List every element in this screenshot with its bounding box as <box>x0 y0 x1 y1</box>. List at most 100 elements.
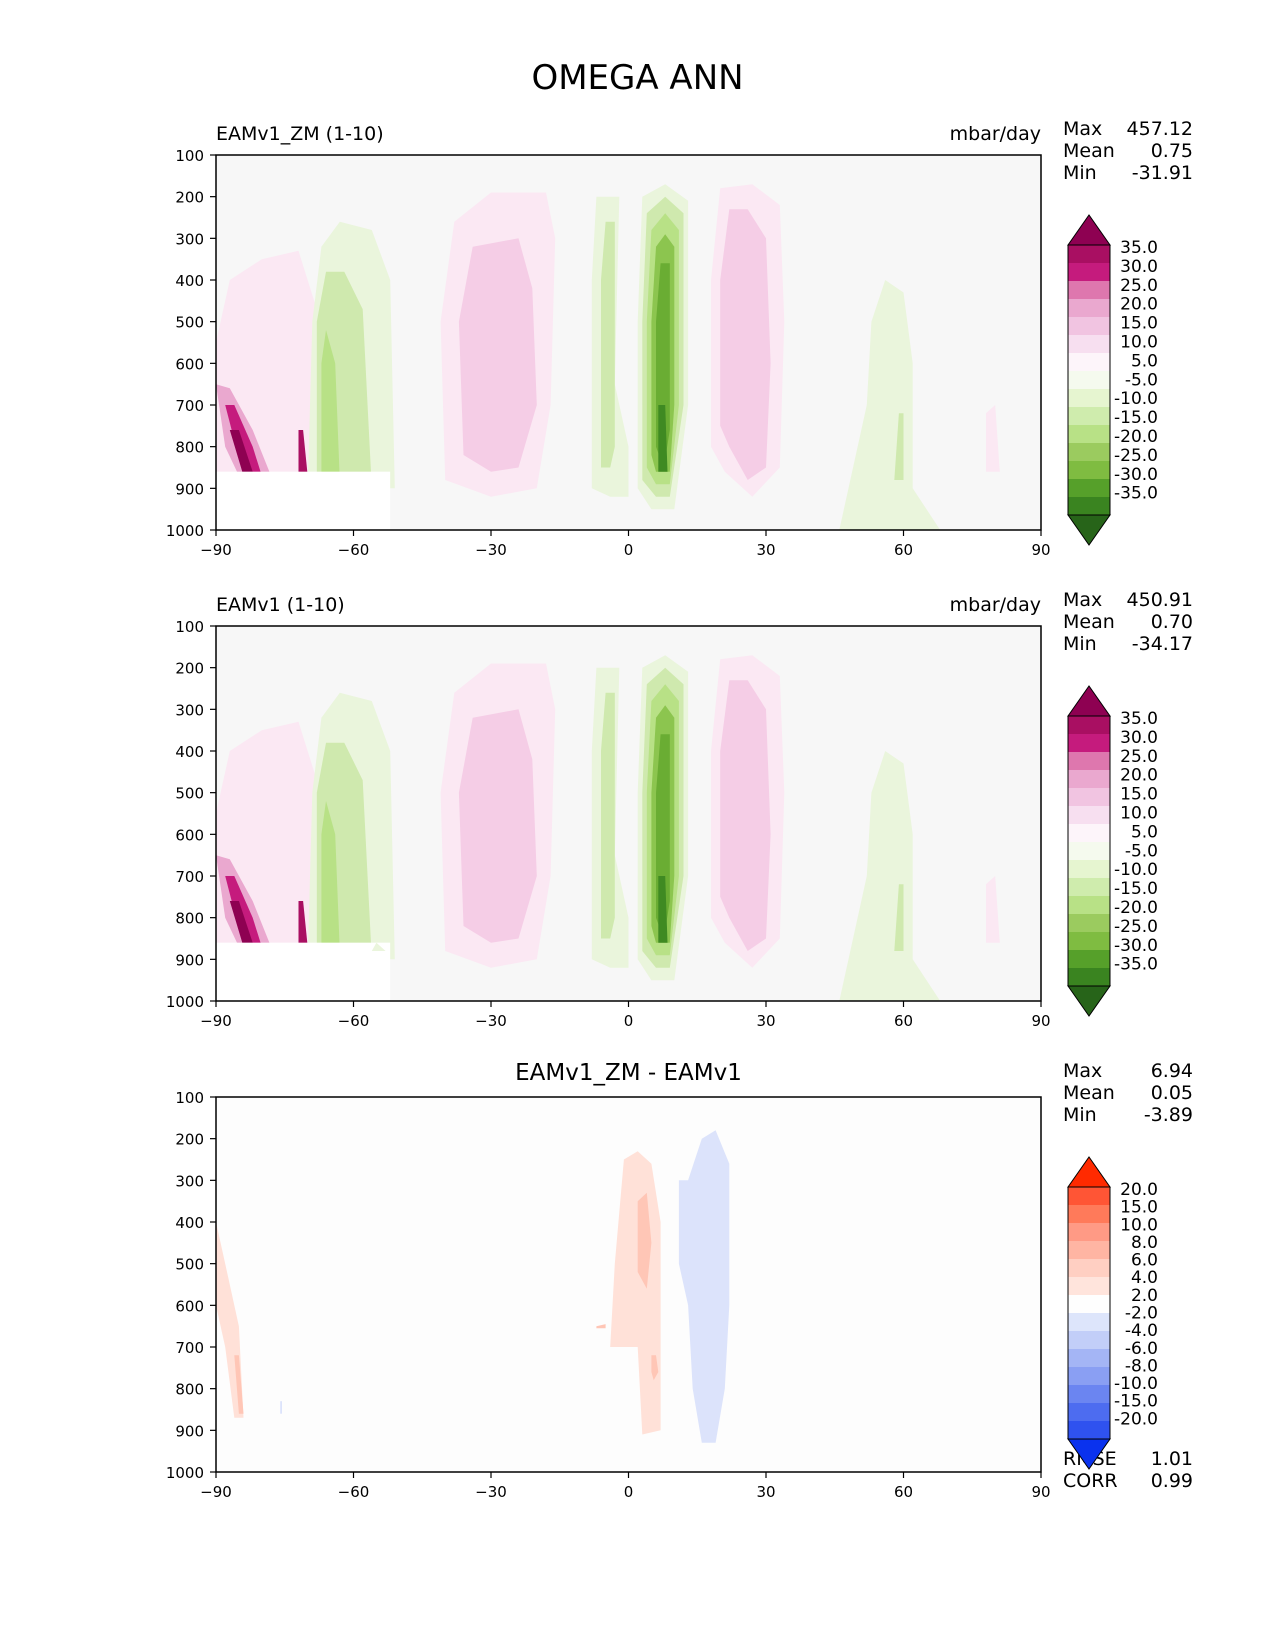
contour-region <box>234 1355 244 1414</box>
contour-region <box>229 430 253 476</box>
colorbar-segment <box>1068 353 1110 371</box>
y-tick-label: 500 <box>175 1256 204 1274</box>
mean-value: 0.70 <box>1150 611 1193 633</box>
colorbar-frame <box>1067 715 1111 987</box>
x-tick-label: 60 <box>894 1012 913 1030</box>
contour-region <box>458 709 537 943</box>
contour-region <box>596 1324 606 1329</box>
x-tick-label: 90 <box>1031 1483 1050 1501</box>
colorbar-segment <box>1068 1241 1110 1259</box>
contour-region <box>280 1401 282 1414</box>
colorbar-label: -10.0 <box>1114 860 1158 880</box>
colorbar-label: 6.0 <box>1131 1251 1158 1271</box>
colorbar-segment <box>1068 1187 1110 1205</box>
colorbar-segment <box>1068 770 1110 788</box>
colorbar-label: -5.0 <box>1125 841 1158 861</box>
contour-region <box>720 680 771 951</box>
colorbar-extend-bottom <box>1067 1438 1111 1470</box>
colorbar-label: -10.0 <box>1114 1374 1158 1394</box>
colorbar-segment <box>1068 263 1110 281</box>
contour-region <box>678 1130 730 1443</box>
y-tick-label: 300 <box>175 1172 204 1190</box>
colorbar-label: 20.0 <box>1120 1180 1158 1200</box>
stats-box: Max 457.12 Mean 0.75 Min -31.91 <box>1063 118 1193 184</box>
y-tick-label: 100 <box>175 147 204 165</box>
colorbar-label: -20.0 <box>1114 1409 1158 1429</box>
colorbar-label: 25.0 <box>1120 747 1158 767</box>
colorbar-segment <box>1068 1277 1110 1295</box>
y-tick-label: 800 <box>175 910 204 928</box>
panel-model: EAMv1 (1-10) mbar/day Max 450.91 Mean 0.70… <box>0 0 1275 1030</box>
colorbar-segment <box>1068 752 1110 770</box>
max-label: Max <box>1063 1060 1103 1082</box>
contour-region <box>986 876 1000 943</box>
colorbar-label: 35.0 <box>1120 709 1158 729</box>
y-tick-label: 800 <box>175 1381 204 1399</box>
contour-region <box>458 238 537 472</box>
colorbar-label: -5.0 <box>1125 370 1158 390</box>
colorbar-label: -10.0 <box>1114 389 1158 409</box>
x-tick-label: 0 <box>624 1483 634 1501</box>
x-tick-label: −30 <box>475 541 507 559</box>
contour-region <box>601 692 615 939</box>
y-tick-label: 400 <box>175 272 204 290</box>
x-tick-label: −30 <box>475 1483 507 1501</box>
y-tick-label: 1000 <box>166 993 204 1011</box>
mean-label: Mean <box>1063 611 1115 633</box>
colorbar-segment <box>1068 281 1110 299</box>
y-tick-label: 300 <box>175 701 204 719</box>
colorbar-segment <box>1068 788 1110 806</box>
panel-model-zm: EAMv1_ZM (1-10) mbar/day Max 457.12 Mean 0… <box>0 0 1275 559</box>
colorbar-segment <box>1068 1403 1110 1421</box>
colorbar-segment <box>1068 1385 1110 1403</box>
colorbar-segment <box>1068 806 1110 824</box>
topography-mask <box>216 471 391 530</box>
contour-region <box>839 280 941 530</box>
colorbar-label: 15.0 <box>1120 785 1158 805</box>
colorbar-frame <box>1067 244 1111 516</box>
x-tick-label: 90 <box>1031 541 1050 559</box>
colorbar-label: 20.0 <box>1120 766 1158 786</box>
x-tick-label: 60 <box>894 1483 913 1501</box>
colorbar-label: 2.0 <box>1131 1286 1158 1306</box>
colorbar-segment <box>1068 878 1110 896</box>
contour-region <box>720 209 771 480</box>
contour-region <box>601 221 615 468</box>
contour-region <box>298 430 308 476</box>
y-tick-label: 600 <box>175 355 204 373</box>
min-label: Min <box>1063 1104 1097 1126</box>
colorbar-segment <box>1068 1223 1110 1241</box>
colorbar-segment <box>1068 1295 1110 1313</box>
colorbar-label: 8.0 <box>1131 1233 1158 1253</box>
y-tick-label: 800 <box>175 439 204 457</box>
stats-box: Max 6.94 Mean 0.05 Min -3.89 <box>1063 1060 1193 1126</box>
x-tick-label: 30 <box>756 541 775 559</box>
colorbar-label: -4.0 <box>1125 1321 1158 1341</box>
colorbar-segment <box>1068 407 1110 425</box>
colorbar-label: -35.0 <box>1114 955 1158 975</box>
colorbar-segment <box>1068 716 1110 734</box>
panel-title: EAMv1_ZM - EAMv1 <box>515 1060 742 1086</box>
mean-label: Mean <box>1063 1082 1115 1104</box>
colorbar-segment <box>1068 860 1110 878</box>
y-tick-label: 200 <box>175 660 204 678</box>
colorbar-label: -6.0 <box>1125 1339 1158 1359</box>
y-tick-label: 900 <box>175 951 204 969</box>
contour-region <box>894 884 904 951</box>
min-label: Min <box>1063 633 1097 655</box>
colorbar-segment <box>1068 968 1110 986</box>
x-tick-label: −90 <box>200 541 232 559</box>
colorbar-label: -25.0 <box>1114 446 1158 466</box>
y-tick-label: 1000 <box>166 1464 204 1482</box>
colorbar-label: 5.0 <box>1131 351 1158 371</box>
x-tick-label: 60 <box>894 541 913 559</box>
colorbar-segment <box>1068 461 1110 479</box>
x-tick-label: 0 <box>624 1012 634 1030</box>
colorbar-label: -15.0 <box>1114 1392 1158 1412</box>
contour-region <box>839 751 941 1001</box>
x-tick-label: −30 <box>475 1012 507 1030</box>
x-tick-label: −60 <box>338 1483 370 1501</box>
colorbar-segment <box>1068 1313 1110 1331</box>
